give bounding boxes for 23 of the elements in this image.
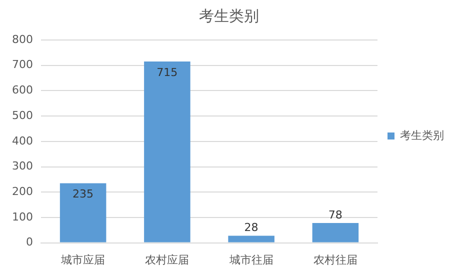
chart-title: 考生类别 — [199, 6, 259, 25]
bar — [144, 62, 190, 242]
y-tick-label: 700 — [12, 58, 33, 72]
bar — [228, 236, 274, 242]
x-tick-label: 农村应届 — [145, 253, 190, 266]
bar — [60, 183, 106, 242]
data-label: 715 — [156, 66, 178, 79]
y-tick-label: 600 — [12, 84, 33, 97]
x-tick-label: 城市往届 — [228, 253, 274, 266]
y-tick-label: 500 — [12, 108, 33, 122]
y-tick-label: 0 — [26, 236, 33, 249]
y-tick-label: 200 — [12, 184, 33, 198]
x-tick-label: 农村往届 — [313, 253, 358, 266]
bar — [312, 223, 359, 242]
legend-label: 考生类别 — [400, 128, 444, 142]
y-tick-label: 300 — [12, 160, 33, 173]
y-tick-label: 400 — [12, 134, 33, 148]
data-label: 78 — [328, 208, 342, 222]
x-tick-label: 城市应届 — [60, 253, 106, 266]
y-tick-label: 800 — [12, 32, 33, 46]
data-label: 28 — [244, 221, 258, 234]
data-label: 235 — [72, 188, 94, 201]
y-tick-label: 100 — [12, 210, 33, 224]
